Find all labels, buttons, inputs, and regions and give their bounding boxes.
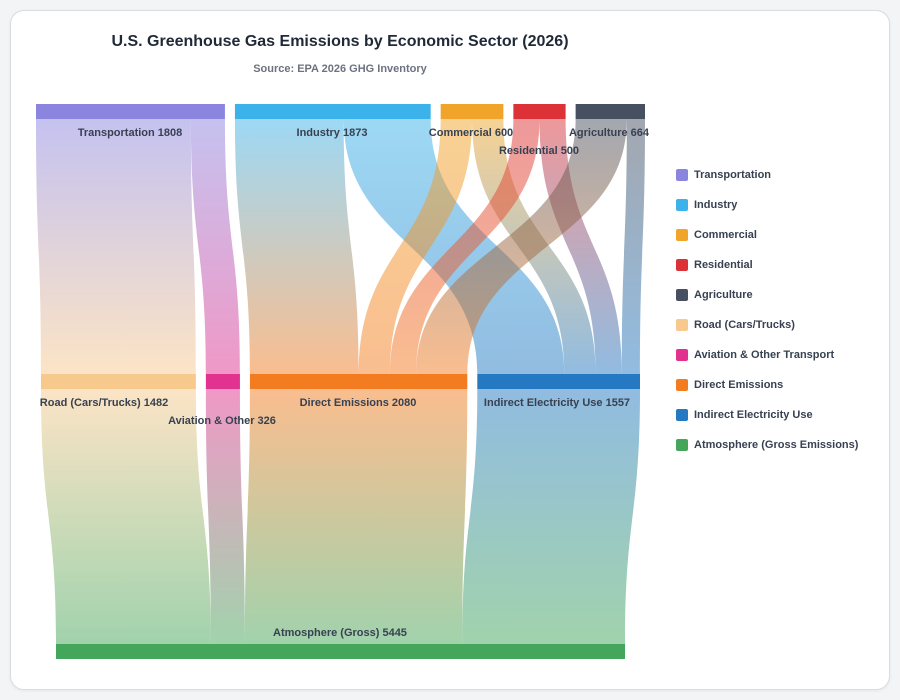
- node-residential: [513, 104, 566, 119]
- node-label-transportation: Transportation 1808: [78, 127, 183, 139]
- legend-label: Residential: [694, 259, 753, 271]
- legend-label: Aviation & Other Transport: [694, 349, 835, 361]
- legend-label: Agriculture: [694, 289, 753, 301]
- node-label-commercial: Commercial 600: [429, 127, 513, 139]
- node-transportation: [36, 104, 225, 119]
- link-aviation-to-atmosphere: [205, 389, 245, 644]
- legend-label: Direct Emissions: [694, 379, 784, 391]
- legend-swatch: [676, 319, 688, 331]
- node-label-residential: Residential 500: [499, 145, 579, 157]
- legend-swatch: [676, 229, 688, 241]
- chart-title: U.S. Greenhouse Gas Emissions by Economi…: [111, 33, 569, 50]
- link-transportation-to-road: [36, 119, 196, 374]
- link-commercial-to-direct: [358, 119, 473, 374]
- node-commercial: [440, 104, 504, 119]
- chart-subtitle: Source: EPA 2026 GHG Inventory: [253, 63, 427, 75]
- node-direct: [249, 374, 468, 389]
- legend-swatch: [676, 289, 688, 301]
- link-industry-to-direct: [234, 119, 359, 374]
- legend-label: Road (Cars/Trucks): [694, 319, 795, 331]
- node-label-atmosphere: Atmosphere (Gross) 5445: [273, 627, 407, 639]
- node-agriculture: [575, 104, 646, 119]
- legend-label: Commercial: [694, 229, 757, 241]
- link-agriculture-to-direct: [416, 119, 627, 374]
- links: [36, 119, 646, 644]
- legend-swatch: [676, 409, 688, 421]
- node-aviation: [205, 374, 240, 389]
- link-road-to-atmosphere: [41, 389, 211, 644]
- node-indirect: [477, 374, 641, 389]
- node-label-indirect: Indirect Electricity Use 1557: [484, 397, 630, 409]
- node-label-aviation: Aviation & Other 326: [168, 415, 276, 427]
- legend-label: Industry: [694, 199, 738, 211]
- link-residential-to-direct: [389, 119, 540, 374]
- nodes: [36, 104, 646, 659]
- link-transportation-to-aviation: [190, 119, 240, 374]
- legend-swatch: [676, 439, 688, 451]
- legend-label: Indirect Electricity Use: [694, 409, 813, 421]
- node-label-road: Road (Cars/Trucks) 1482: [40, 397, 168, 409]
- node-atmosphere: [56, 644, 626, 659]
- legend-swatch: [676, 169, 688, 181]
- node-road: [41, 374, 196, 389]
- legend-swatch: [676, 349, 688, 361]
- legend-swatch: [676, 379, 688, 391]
- legend-label: Atmosphere (Gross Emissions): [694, 439, 859, 451]
- legend-swatch: [676, 199, 688, 211]
- node-label-direct: Direct Emissions 2080: [300, 397, 417, 409]
- legend-swatch: [676, 259, 688, 271]
- node-labels: Transportation 1808 Industry 1873 Commerci…: [40, 127, 650, 639]
- link-direct-to-atmosphere: [244, 389, 468, 644]
- node-industry: [234, 104, 431, 119]
- node-label-agriculture: Agriculture 664: [569, 127, 650, 139]
- node-label-industry: Industry 1873: [297, 127, 368, 139]
- link-agriculture-to-indirect: [621, 119, 646, 374]
- legend-label: Transportation: [694, 169, 772, 181]
- link-indirect-to-atmosphere: [462, 389, 641, 644]
